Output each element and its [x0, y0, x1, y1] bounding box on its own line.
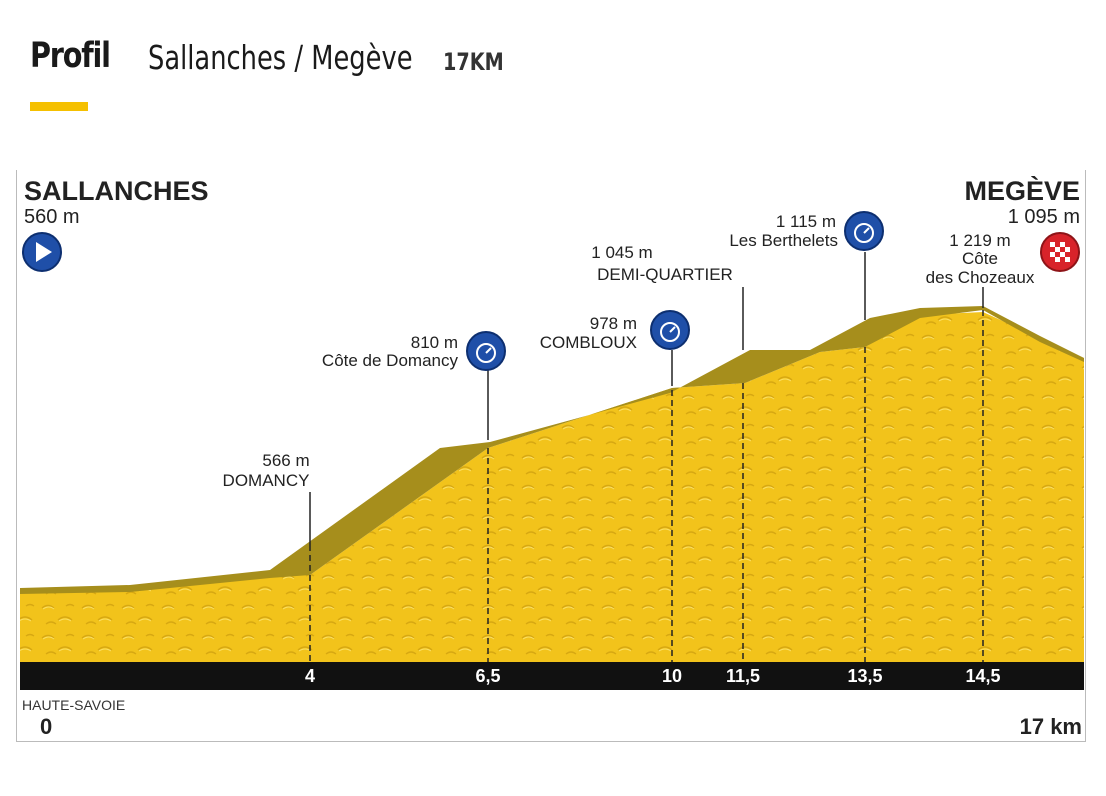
point-name-line1: Côte — [962, 249, 998, 268]
point-altitude: 978 m — [590, 314, 637, 333]
checkered-flag-icon — [1040, 232, 1080, 272]
profile-panel — [16, 170, 1086, 742]
accent-bar — [30, 102, 88, 111]
point-cote-de-domancy: 810 m Côte de Domancy 6,5 — [322, 331, 506, 686]
km-bar — [20, 662, 1084, 690]
finish-altitude: 1 095 m — [1008, 206, 1080, 228]
point-domancy: 566 m DOMANCY 4 — [223, 451, 315, 686]
region-label: HAUTE-SAVOIE — [22, 697, 125, 713]
point-name: DOMANCY — [223, 471, 310, 490]
start-altitude: 560 m — [24, 206, 80, 228]
point-name: DEMI-QUARTIER — [597, 265, 733, 284]
point-combloux: 978 m COMBLOUX 10 — [540, 310, 690, 686]
point-name-line2: des Chozeaux — [926, 268, 1035, 287]
km-tick: 6,5 — [475, 666, 500, 686]
point-altitude: 1 219 m — [949, 231, 1010, 250]
terrain-fill — [20, 312, 1084, 662]
point-altitude: 566 m — [262, 451, 309, 470]
axis-end-label: 17 km — [1020, 714, 1082, 739]
point-name: Les Berthelets — [729, 231, 838, 250]
km-tick: 14,5 — [965, 666, 1000, 686]
page-title: Profil — [30, 36, 111, 76]
point-les-berthelets: 1 115 m Les Berthelets 13,5 — [729, 211, 884, 686]
axis-start-label: 0 — [40, 714, 52, 739]
stopwatch-icon — [466, 331, 506, 371]
play-icon — [22, 232, 62, 272]
finish-town: MEGÈVE — [964, 175, 1080, 206]
start-town: SALLANCHES — [24, 176, 209, 206]
km-tick: 4 — [305, 666, 315, 686]
route-name: Sallanches / Megève — [148, 38, 413, 77]
stage-distance: 17KM — [443, 48, 504, 76]
km-tick: 11,5 — [726, 666, 760, 686]
point-cote-des-chozeaux: 1 219 m Côte des Chozeaux 14,5 — [926, 231, 1035, 686]
km-tick: 13,5 — [847, 666, 882, 686]
point-altitude: 1 045 m — [591, 243, 652, 262]
point-altitude: 1 115 m — [776, 212, 836, 231]
point-altitude: 810 m — [411, 333, 458, 352]
point-name: Côte de Domancy — [322, 351, 459, 370]
stopwatch-icon — [844, 211, 884, 251]
point-demi-quartier: 1 045 m DEMI-QUARTIER 11,5 — [591, 243, 760, 686]
stopwatch-icon — [650, 310, 690, 350]
km-tick: 10 — [662, 666, 682, 686]
point-name: COMBLOUX — [540, 333, 637, 352]
